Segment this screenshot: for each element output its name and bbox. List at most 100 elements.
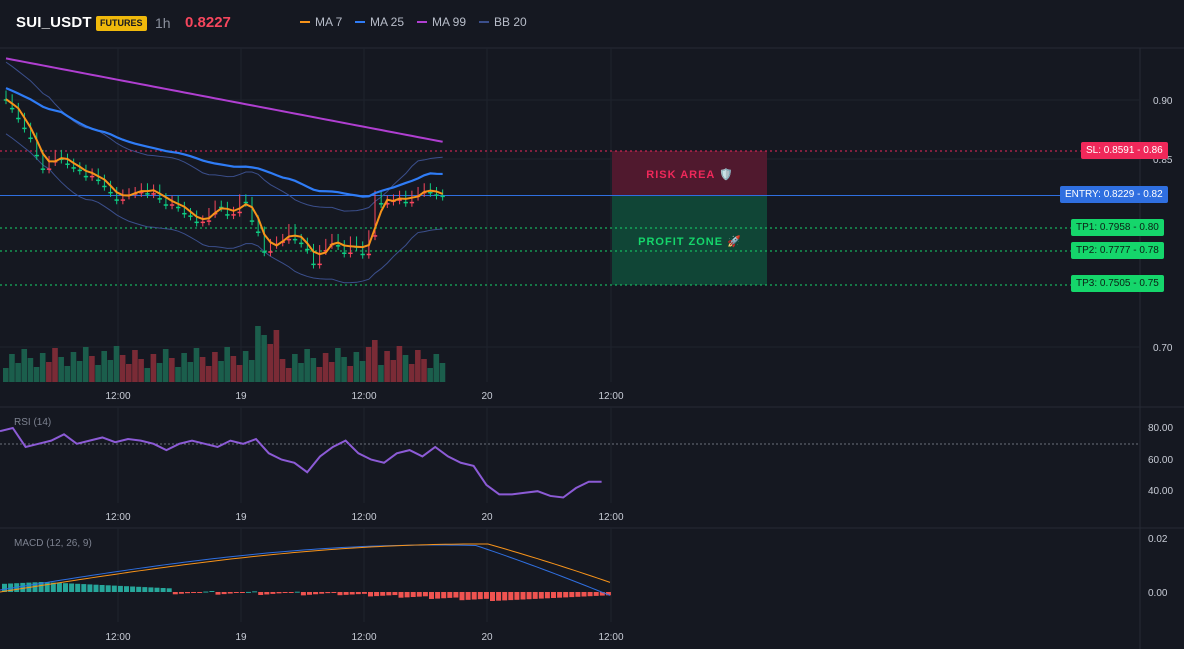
macd-histogram-bar	[398, 592, 404, 598]
legend-label: BB 20	[494, 15, 527, 29]
legend-ma25[interactable]: MA 25	[355, 15, 404, 29]
futures-badge: FUTURES	[96, 16, 147, 31]
rsi-line	[0, 426, 602, 499]
candle	[268, 251, 273, 253]
volume-bar	[64, 366, 71, 382]
legend-bb20[interactable]: BB 20	[479, 15, 527, 29]
volume-bar	[322, 353, 329, 382]
macd-histogram-bar	[416, 592, 422, 597]
timeframe-label[interactable]: 1h	[155, 15, 171, 31]
macd-histogram-bar	[374, 592, 380, 597]
tp2-tag[interactable]: TP2: 0.7777 - 0.78	[1071, 242, 1164, 259]
time-tick: 12:00	[598, 632, 623, 643]
candle	[114, 199, 119, 201]
symbol-label[interactable]: SUI_USDT	[16, 14, 92, 31]
macd-histogram-bar	[117, 585, 123, 592]
volume-bar	[347, 366, 353, 382]
macd-histogram-bar	[148, 587, 154, 592]
macd-histogram-bar	[447, 592, 453, 598]
macd-histogram-bar	[142, 587, 148, 592]
candle	[286, 238, 292, 241]
candle	[317, 263, 322, 266]
sl-axis: 0.86	[1143, 145, 1163, 156]
legend-ma99[interactable]: MA 99	[417, 15, 466, 29]
macd-histogram-bar	[203, 591, 209, 593]
candle	[163, 204, 169, 206]
volume-bar	[187, 362, 194, 382]
volume-bar	[33, 367, 40, 382]
time-tick: 12:00	[105, 391, 130, 402]
candle	[120, 199, 126, 201]
candle	[59, 158, 64, 161]
candle	[65, 163, 70, 165]
volume-bar	[175, 367, 181, 382]
volume-bar	[107, 360, 114, 382]
macd-histogram-bar	[282, 592, 288, 593]
macd-histogram-bar	[526, 592, 532, 600]
macd-histogram-bar	[166, 588, 172, 592]
ma7-line	[5, 98, 444, 256]
macd-histogram-bar	[258, 592, 264, 595]
tp3-tag[interactable]: TP3: 0.7505 - 0.75	[1071, 275, 1164, 292]
macd-histogram-bar	[87, 584, 93, 592]
macd-histogram-bar	[355, 592, 361, 595]
candle	[169, 204, 175, 206]
entry-tag[interactable]: ENTRY: 0.8229 - 0.82	[1060, 186, 1168, 203]
legend-swatch	[479, 21, 489, 23]
volume-bar	[181, 353, 187, 382]
tp1-value: TP1: 0.7958	[1076, 222, 1131, 233]
volume-bar	[335, 348, 341, 382]
macd-histogram-bar	[569, 592, 575, 598]
macd-histogram-bar	[105, 585, 111, 592]
legend-ma7[interactable]: MA 7	[300, 15, 342, 29]
price-tick: 0.70	[1153, 343, 1173, 354]
volume-bar	[3, 368, 9, 382]
macd-histogram-bar	[69, 583, 75, 592]
volume-bar	[39, 353, 46, 382]
candle	[372, 235, 378, 237]
tp1-tag[interactable]: TP1: 0.7958 - 0.80	[1071, 219, 1164, 236]
chart-header: SUI_USDT FUTURES 1h 0.8227 MA 7 MA 25 MA…	[0, 0, 1184, 48]
volume-bar	[402, 355, 409, 382]
macd-histogram-bar	[544, 592, 550, 599]
candle	[366, 253, 372, 256]
macd-title: MACD (12, 26, 9)	[14, 538, 92, 549]
rsi-title: RSI (14)	[14, 417, 51, 428]
candle	[237, 211, 242, 214]
candle	[96, 179, 101, 182]
candle	[16, 117, 21, 120]
time-tick: 12:00	[105, 632, 130, 643]
macd-histogram-bar	[56, 582, 62, 592]
risk-zone	[612, 151, 767, 196]
sl-tag[interactable]: SL: 0.8591 - 0.86	[1081, 142, 1168, 159]
macd-histogram-bar	[185, 592, 190, 594]
candle	[409, 201, 415, 204]
volume-bar	[144, 368, 151, 382]
candle	[305, 248, 310, 251]
macd-histogram-bar	[130, 586, 136, 592]
candle	[77, 169, 82, 172]
volume-bar	[255, 326, 261, 382]
rsi-pane	[0, 426, 602, 499]
macd-histogram-bar	[538, 592, 544, 599]
legend-swatch	[300, 21, 310, 23]
volume-bar	[273, 330, 280, 382]
legend-swatch	[417, 21, 427, 23]
macd-histogram-bar	[483, 592, 489, 599]
macd-line	[0, 544, 611, 596]
macd-histogram-bar	[239, 592, 245, 593]
macd-histogram-bar	[477, 592, 483, 600]
entry-value: ENTRY: 0.8229	[1065, 189, 1135, 200]
candle	[292, 238, 298, 241]
volume-bar	[372, 340, 378, 382]
volume-bar	[230, 356, 237, 382]
time-tick: 19	[235, 391, 247, 402]
candle	[102, 185, 107, 188]
volume-bar	[27, 358, 34, 382]
candle	[108, 191, 113, 194]
volume-bar	[249, 360, 255, 382]
candle	[323, 250, 328, 252]
bollinger-bands	[5, 61, 443, 284]
candle	[249, 220, 255, 222]
